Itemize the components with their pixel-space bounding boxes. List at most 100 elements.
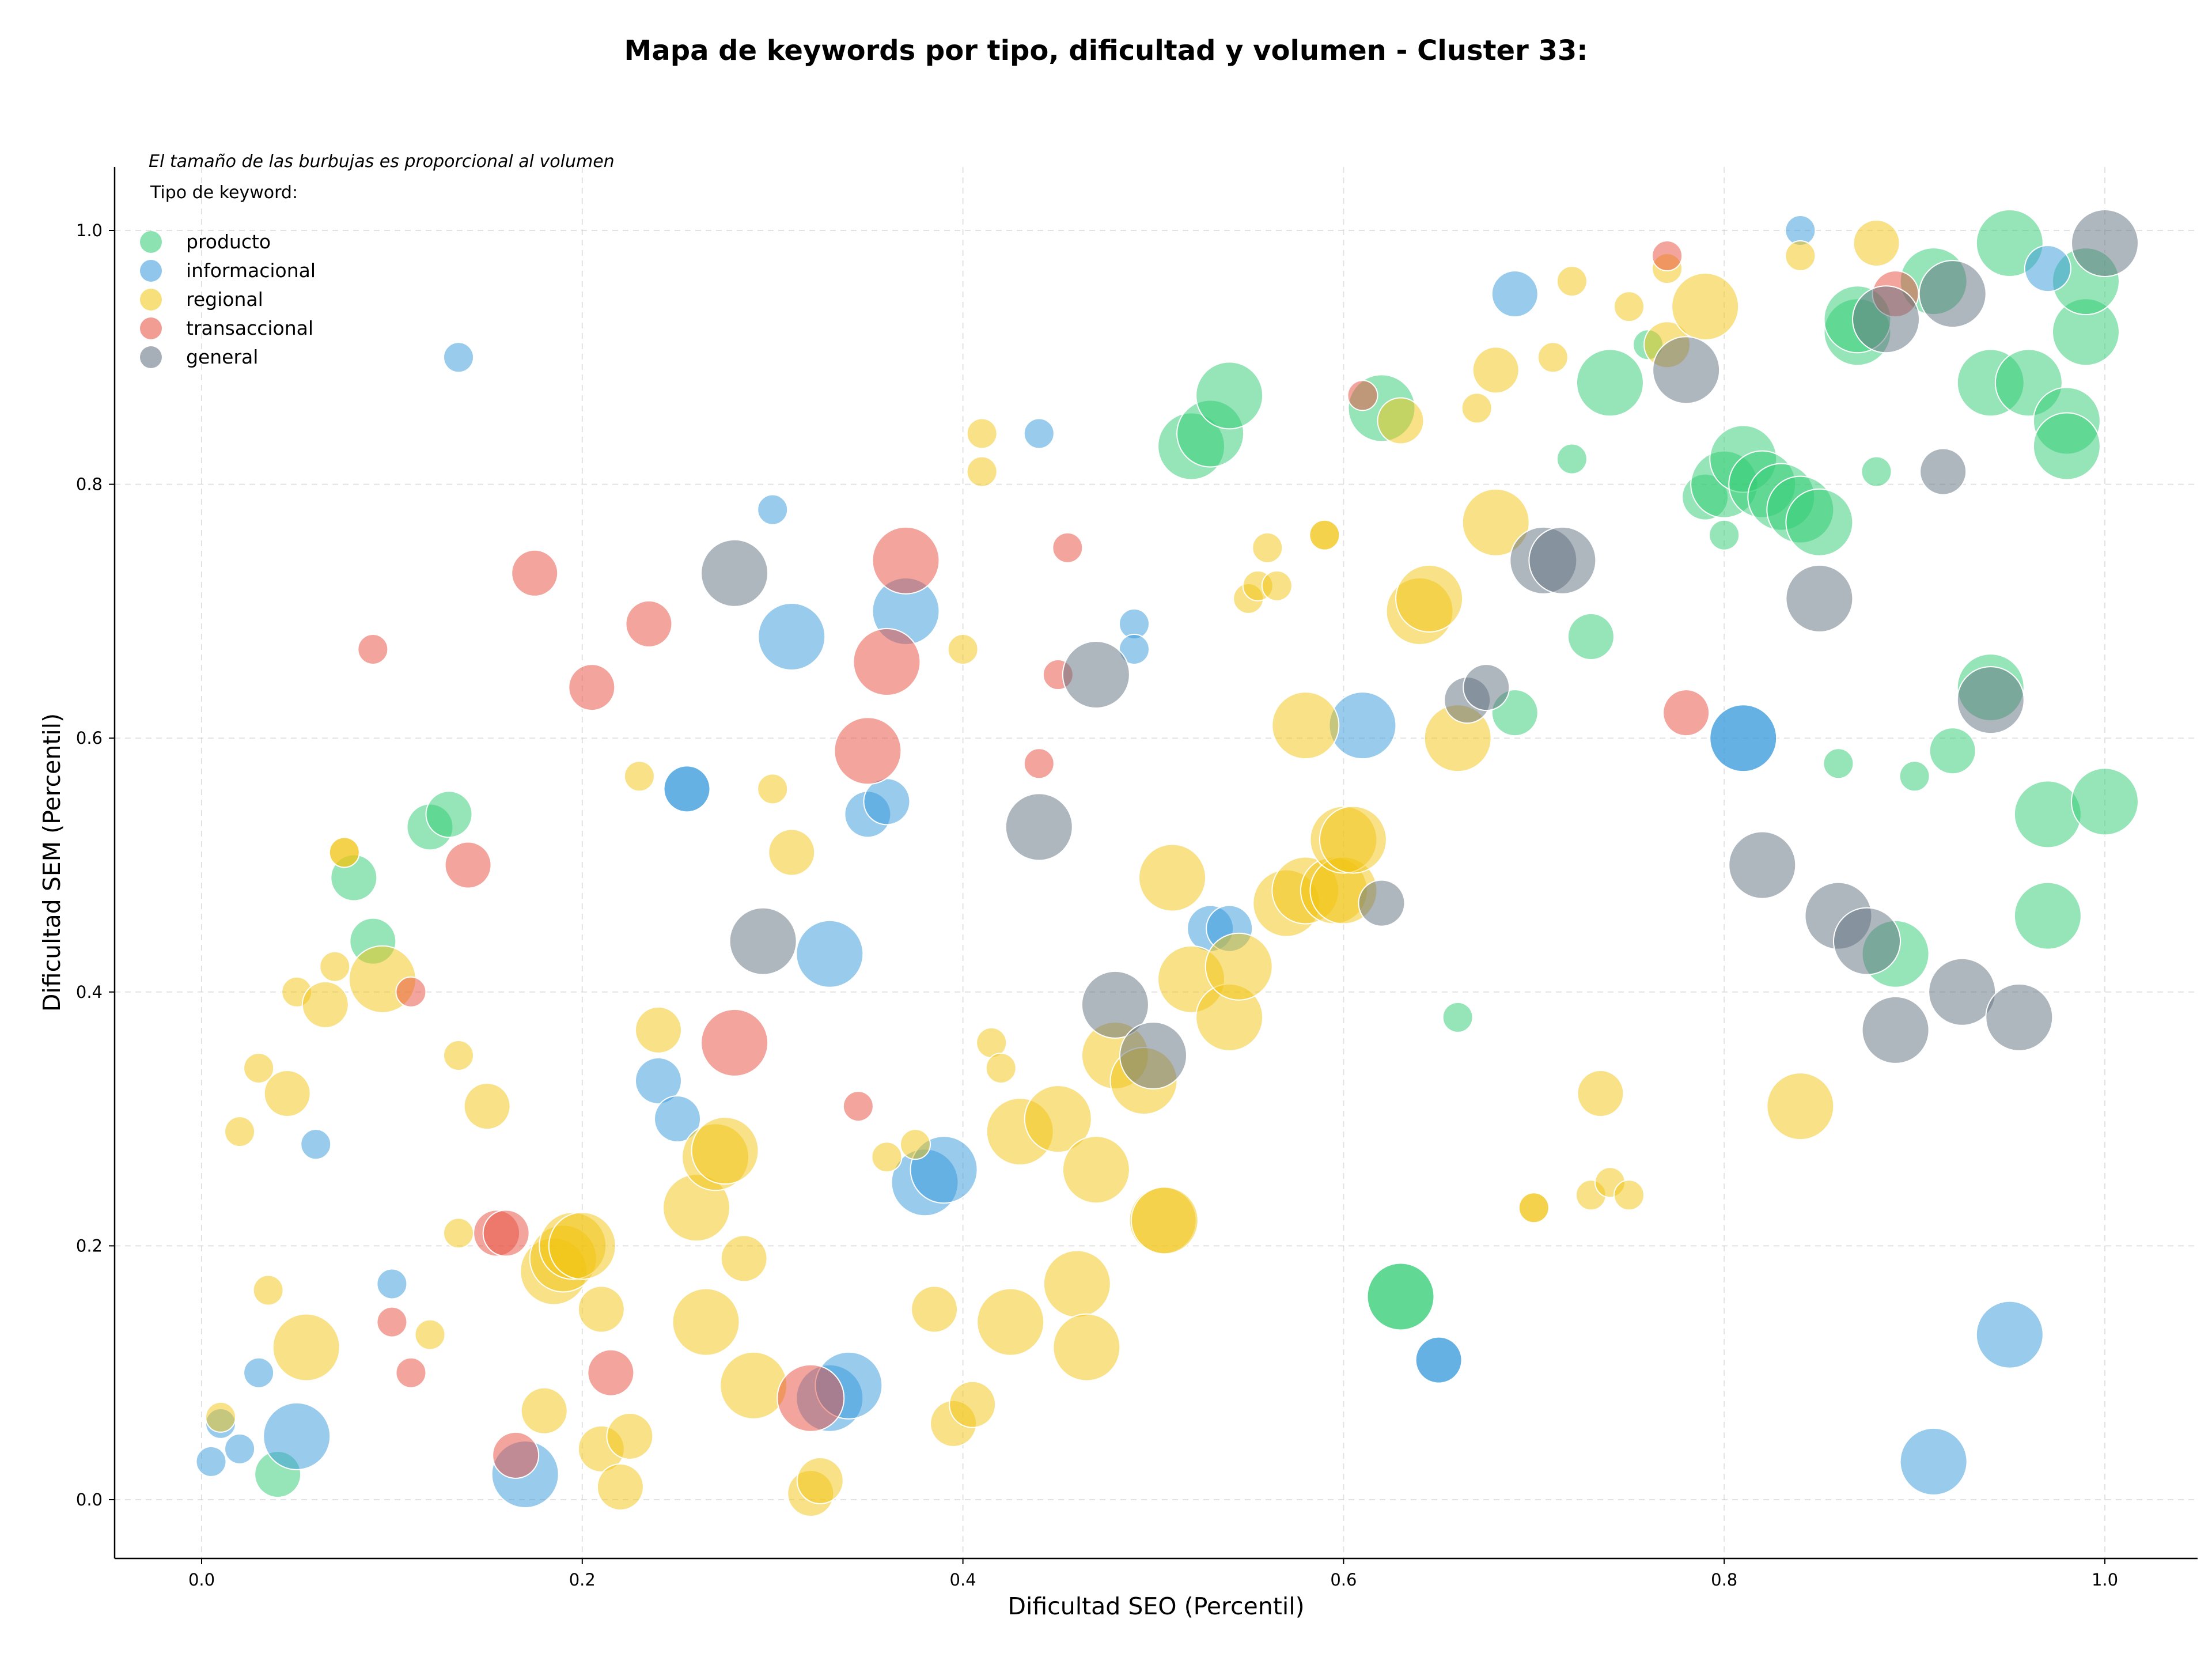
bubble-regional [319, 951, 351, 982]
bubble-informacional [1118, 633, 1150, 665]
legend-marker-producto [140, 231, 162, 253]
bubble-regional [623, 760, 655, 792]
bubble-general [700, 539, 769, 607]
x-tick-label: 0.0 [188, 1570, 215, 1590]
bubble-transaccional [1347, 380, 1378, 411]
y-tick-label: 0.6 [76, 728, 103, 748]
bubble-producto [1861, 456, 1892, 487]
bubble-regional [1062, 1136, 1130, 1204]
bubble-informacional [443, 342, 475, 373]
chart-title: Mapa de keywords por tipo, dificultad y … [624, 35, 1588, 67]
y-axis-label: Dificultad SEM (Percentil) [38, 713, 66, 1012]
bubble-informacional [263, 1402, 331, 1470]
legend-marker-transaccional [140, 317, 162, 339]
bubble-general [1081, 970, 1149, 1039]
bubble-regional [757, 773, 789, 805]
bubble-regional [1261, 570, 1293, 601]
bubble-producto [1785, 488, 1854, 557]
bubble-producto [1899, 760, 1930, 792]
bubble-general [1861, 996, 1930, 1064]
bubble-regional [1138, 843, 1207, 912]
bubble-transaccional [444, 841, 492, 889]
bubble-regional [672, 1288, 740, 1356]
bubble-regional [577, 1285, 625, 1333]
bubble-regional [1537, 342, 1569, 373]
bubble-general [1652, 336, 1721, 404]
bubble-regional [1461, 488, 1530, 557]
bubble-transaccional [842, 1091, 874, 1122]
bubble-general [1119, 1021, 1187, 1089]
bubble-producto [1823, 748, 1854, 780]
bubble-informacional [863, 778, 911, 826]
legend-label-regional: regional [186, 288, 263, 311]
bubble-general [729, 907, 797, 975]
bubble-general [1463, 664, 1510, 712]
x-tick-label: 0.2 [569, 1570, 596, 1590]
bubble-transaccional [568, 664, 616, 712]
bubble-transaccional [395, 1357, 427, 1388]
bubble-general [1528, 526, 1597, 595]
bubble-regional [1130, 1186, 1199, 1255]
bubble-producto [1442, 1001, 1474, 1033]
axes [113, 167, 2198, 1560]
bubble-regional [520, 1387, 568, 1435]
bubble-regional [900, 1129, 931, 1160]
bubble-general [1785, 564, 1854, 633]
bubble-transaccional [357, 633, 389, 665]
bubble-regional [328, 837, 360, 868]
bubble-regional [1319, 805, 1387, 874]
legend: Tipo de keyword: producto informacional re… [140, 183, 316, 368]
bubble-informacional [1709, 704, 1778, 773]
bubble-regional [243, 1052, 275, 1084]
y-tick-label: 0.4 [76, 982, 103, 1002]
bubble-informacional [243, 1357, 275, 1388]
bubble-regional [1252, 532, 1283, 563]
bubble-informacional [376, 1268, 408, 1300]
bubble-regional [1785, 240, 1816, 272]
bubble-regional [966, 456, 998, 487]
bubble-regional [1271, 691, 1340, 760]
bubble-transaccional [511, 549, 559, 597]
bubble-general [2071, 209, 2139, 278]
bubble-general [1956, 666, 2025, 735]
bubble-general [1833, 907, 1901, 975]
bubble-regional [301, 981, 349, 1028]
bubble-regional [768, 828, 816, 876]
bubble-general [1919, 448, 1967, 495]
bubble-general [1928, 958, 1997, 1026]
bubble-informacional [224, 1433, 256, 1465]
bubble-producto [2071, 767, 2139, 836]
bubble-producto [2013, 780, 2082, 849]
bubble-regional [976, 1288, 1045, 1356]
bubble-regional [1853, 220, 1900, 267]
bubble-regional [1043, 1250, 1111, 1318]
bubble-general [1918, 260, 1987, 328]
bubble-regional [443, 1039, 475, 1071]
bubble-regional [1377, 397, 1425, 445]
bubble-general [1358, 879, 1406, 927]
bubble-regional [691, 1117, 759, 1185]
bubble-regional [966, 418, 998, 449]
bubble-regional [720, 1235, 768, 1282]
bubble-informacional [757, 602, 826, 671]
bubble-general [1062, 641, 1130, 709]
bubble-informacional [796, 920, 864, 988]
bubble-regional [414, 1319, 446, 1350]
bubble-regional [272, 1313, 340, 1382]
x-tick-label: 0.4 [950, 1570, 976, 1590]
bubble-regional [1205, 932, 1273, 1001]
bubble-transaccional [395, 976, 427, 1008]
y-tick-label: 1.0 [76, 221, 103, 240]
bubble-producto [1556, 443, 1588, 475]
bubble-producto [2032, 412, 2101, 480]
ticks: 0.0 0.0 0.2 0.2 0.4 0.4 0.6 0.6 0.8 0.8 1.0 1.0 [76, 221, 2118, 1590]
bubble-informacional [634, 1057, 682, 1105]
bubble-producto [1929, 727, 1976, 775]
bubble-producto [1575, 349, 1644, 417]
bubble-informacional [654, 1095, 701, 1143]
bubble-transaccional [587, 1349, 635, 1397]
bubble-regional [548, 1212, 616, 1280]
bubble-general [1005, 793, 1073, 861]
legend-label-producto: producto [186, 230, 271, 253]
bubble-transaccional [625, 600, 673, 648]
